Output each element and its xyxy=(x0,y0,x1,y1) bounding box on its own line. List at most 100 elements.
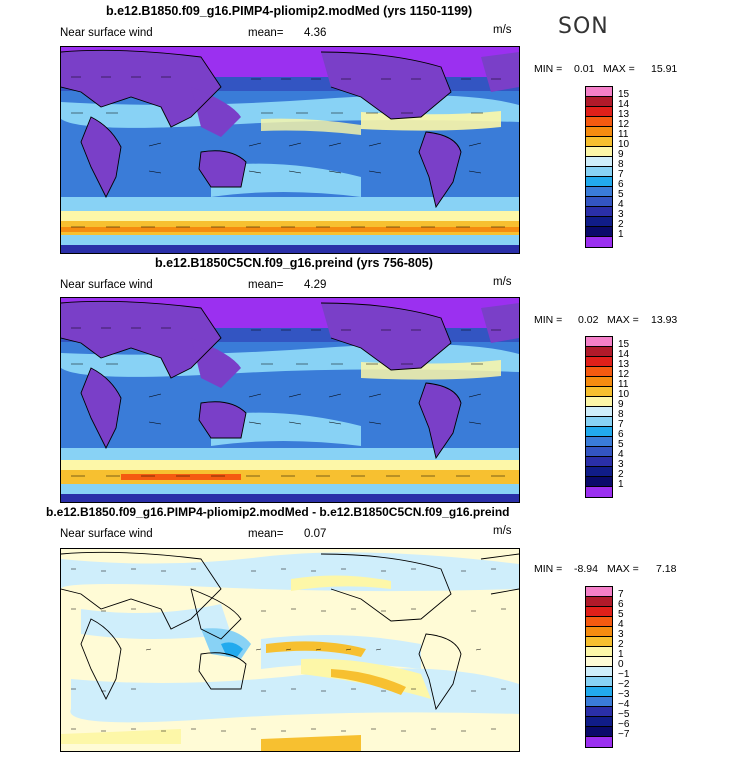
colorbar-swatch xyxy=(586,717,612,727)
colorbar-tick-label: 5 xyxy=(618,189,624,200)
colorbar-tick-label: 11 xyxy=(618,379,629,390)
colorbar-swatch xyxy=(586,397,612,407)
colorbar-tick-label: 12 xyxy=(618,119,630,130)
colorbar-swatch xyxy=(586,177,612,187)
colorbar-swatch xyxy=(586,647,612,657)
colorbar-tick-label: 8 xyxy=(618,159,624,170)
colorbar-tick-label: 12 xyxy=(618,369,630,380)
season-label: SON xyxy=(558,14,609,39)
colorbar-tick-label: 1 xyxy=(618,649,624,660)
colorbar-tick-label: 7 xyxy=(618,169,624,180)
panel3-max-label: MAX = xyxy=(607,563,639,575)
colorbar-tick-label: 0 xyxy=(618,659,624,670)
panel2-variable-label: Near surface wind xyxy=(60,279,153,291)
colorbar-tick-label: 3 xyxy=(618,459,624,470)
colorbar-swatch xyxy=(586,667,612,677)
colorbar-swatch xyxy=(586,737,612,747)
colorbar-swatch xyxy=(586,207,612,217)
colorbar-swatch xyxy=(586,437,612,447)
colorbar-tick-label: 1 xyxy=(618,479,624,490)
colorbar-swatch xyxy=(586,477,612,487)
panel1-wind-map xyxy=(60,46,520,254)
colorbar-swatch xyxy=(586,457,612,467)
colorbar-tick-label: 9 xyxy=(618,149,624,160)
colorbar-swatch xyxy=(586,147,612,157)
colorbar-swatch xyxy=(586,447,612,457)
panel1-colorbar-labels: 15 14 13 12 11 10 9 8 7 6 5 4 3 2 1 xyxy=(618,90,629,240)
colorbar-tick-label: 5 xyxy=(618,439,624,450)
colorbar-swatch xyxy=(586,217,612,227)
colorbar-swatch xyxy=(586,617,612,627)
colorbar-swatch xyxy=(586,367,612,377)
colorbar-swatch xyxy=(586,727,612,737)
panel3-min-label: MIN = xyxy=(534,563,563,575)
colorbar-tick-label: 13 xyxy=(618,359,630,370)
colorbar-tick-label: −4 xyxy=(618,699,630,710)
panel2-mean-value: 4.29 xyxy=(304,279,327,291)
colorbar-tick-label: 5 xyxy=(618,609,624,620)
panel3-colorbar-labels: 7 6 5 4 3 2 1 0 −1 −2 −3 −4 −5 −6 −7 xyxy=(618,590,629,740)
panel2-min-label: MIN = xyxy=(534,314,563,326)
panel2-colorbar xyxy=(585,336,613,498)
colorbar-swatch xyxy=(586,707,612,717)
colorbar-swatch xyxy=(586,377,612,387)
colorbar-swatch xyxy=(586,357,612,367)
panel2-min-value: 0.02 xyxy=(578,314,599,326)
colorbar-tick-label: 10 xyxy=(618,389,630,400)
colorbar-swatch xyxy=(586,587,612,597)
colorbar-tick-label: 4 xyxy=(618,449,624,460)
panel2-units: m/s xyxy=(493,276,512,288)
colorbar-tick-label: 8 xyxy=(618,409,624,420)
colorbar-swatch xyxy=(586,167,612,177)
colorbar-tick-label: 3 xyxy=(618,209,624,220)
colorbar-swatch xyxy=(586,197,612,207)
colorbar-swatch xyxy=(586,657,612,667)
panel1-max-value: 15.91 xyxy=(651,63,678,75)
colorbar-tick-label: 2 xyxy=(618,639,624,650)
colorbar-swatch xyxy=(586,387,612,397)
colorbar-tick-label: 15 xyxy=(618,89,630,100)
panel1-mean-label: mean= xyxy=(248,27,284,39)
colorbar-swatch xyxy=(586,597,612,607)
colorbar-swatch xyxy=(586,427,612,437)
colorbar-tick-label: −7 xyxy=(618,729,630,740)
panel2-wind-map xyxy=(60,297,520,503)
colorbar-swatch xyxy=(586,637,612,647)
panel3-mean-label: mean= xyxy=(248,528,284,540)
panel3-colorbar xyxy=(585,586,613,748)
colorbar-tick-label: −3 xyxy=(618,689,630,700)
panel3-variable-label: Near surface wind xyxy=(60,528,153,540)
colorbar-swatch xyxy=(586,97,612,107)
colorbar-tick-label: 7 xyxy=(618,589,624,600)
colorbar-swatch xyxy=(586,137,612,147)
panel2-colorbar-labels: 15 14 13 12 11 10 9 8 7 6 5 4 3 2 1 xyxy=(618,340,629,490)
colorbar-tick-label: 14 xyxy=(618,349,630,360)
panel3-difference-map xyxy=(60,548,520,752)
colorbar-tick-label: 10 xyxy=(618,139,630,150)
colorbar-tick-label: 1 xyxy=(618,229,624,240)
panel1-max-label: MAX = xyxy=(603,63,635,75)
panel1-colorbar xyxy=(585,86,613,248)
colorbar-tick-label: 3 xyxy=(618,629,624,640)
panel1-min-label: MIN = xyxy=(534,63,563,75)
colorbar-tick-label: 11 xyxy=(618,129,629,140)
colorbar-tick-label: 6 xyxy=(618,179,624,190)
colorbar-swatch xyxy=(586,407,612,417)
colorbar-tick-label: 4 xyxy=(618,619,624,630)
colorbar-swatch xyxy=(586,487,612,497)
colorbar-tick-label: −2 xyxy=(618,679,630,690)
colorbar-swatch xyxy=(586,187,612,197)
panel1-variable-label: Near surface wind xyxy=(60,27,153,39)
panel3-units: m/s xyxy=(493,525,512,537)
panel3-min-value: -8.94 xyxy=(574,563,598,575)
colorbar-swatch xyxy=(586,417,612,427)
panel1-title: b.e12.B1850.f09_g16.PIMP4-pliomip2.modMe… xyxy=(106,4,473,18)
colorbar-tick-label: 4 xyxy=(618,199,624,210)
panel1-units: m/s xyxy=(493,24,512,36)
colorbar-swatch xyxy=(586,347,612,357)
colorbar-swatch xyxy=(586,107,612,117)
colorbar-tick-label: 15 xyxy=(618,339,630,350)
colorbar-swatch xyxy=(586,227,612,237)
colorbar-tick-label: −6 xyxy=(618,719,630,730)
colorbar-tick-label: 13 xyxy=(618,109,630,120)
